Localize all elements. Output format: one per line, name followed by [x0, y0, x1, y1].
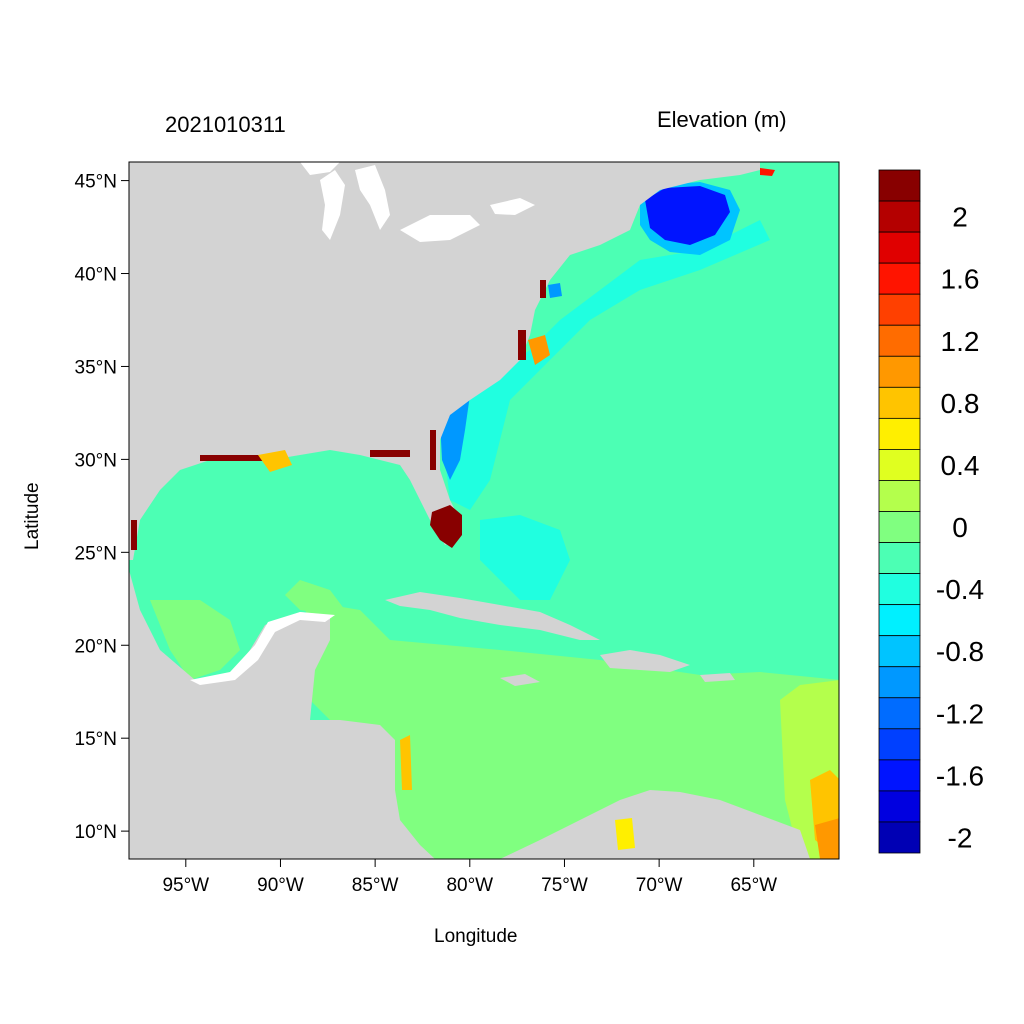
variable-label: Elevation (m): [657, 107, 787, 132]
louisiana-yellow: [258, 450, 292, 472]
colorbar-label: -0.4: [936, 574, 984, 605]
gulf-sw-patch: [150, 600, 240, 680]
caribbean-field: [300, 600, 839, 859]
yucatan-coast: [190, 612, 335, 685]
colorbar-swatch: [878, 790, 921, 823]
map-field: [129, 162, 839, 859]
colorbar-label: 2: [952, 202, 968, 233]
colorbar-swatch: [878, 200, 921, 233]
colorbar-swatch: [878, 635, 921, 668]
colorbar: 2 1.6 1.2 0.8 0.4 0 -0.4 -0.8 -1.2 -1.6 -2: [878, 169, 984, 854]
x-axis-label: Longitude: [434, 926, 518, 947]
colorbar-swatch: [878, 169, 921, 202]
colorbar-swatch: [878, 480, 921, 512]
maracaibo-yellow: [615, 818, 635, 850]
colorbar-swatch: [878, 604, 921, 637]
plot-frame: [128, 161, 840, 860]
great-lakes: [300, 162, 535, 242]
atlantic-east: [680, 350, 839, 680]
lon-tick-label: 75°W: [541, 875, 588, 896]
colorbar-swatch: [878, 386, 921, 419]
lat-tick-label: 25°N: [75, 543, 117, 564]
hatteras-orange: [528, 335, 550, 365]
lon-tick-label: 65°W: [730, 875, 777, 896]
colorbar-swatch: [878, 511, 921, 543]
colorbar-swatch: [878, 262, 921, 295]
colorbar-label: -0.8: [936, 636, 984, 667]
orinoco-orange: [815, 818, 839, 859]
colorbar-swatch: [878, 231, 921, 264]
colorbar-swatch: [878, 759, 921, 792]
colorbar-label: 0: [952, 512, 968, 543]
colorbar-swatch: [878, 821, 921, 854]
colorbar-swatch: [878, 697, 921, 730]
colorbar-swatch: [878, 542, 921, 574]
lat-tick-label: 30°N: [75, 450, 117, 471]
colorbar-swatch: [878, 449, 921, 481]
colorbar-swatch: [878, 324, 921, 357]
colorbar-label: 1.2: [941, 326, 980, 357]
colorbar-label: -1.2: [936, 698, 984, 729]
colorbar-swatch: [878, 355, 921, 388]
lat-tick-label: 10°N: [75, 822, 117, 843]
colorbar-swatch: [878, 728, 921, 761]
gulf-of-maine-core: [645, 186, 730, 245]
lat-tick-label: 15°N: [75, 729, 117, 750]
bahamas-cyan: [480, 515, 570, 600]
date-label: 2021010311: [165, 112, 286, 137]
colorbar-label: -2: [948, 822, 973, 853]
colorbar-label: 0.4: [941, 450, 980, 481]
lon-tick-label: 95°W: [162, 875, 209, 896]
colorbar-label: 1.6: [941, 264, 980, 295]
lon-tick-label: 90°W: [257, 875, 304, 896]
lon-tick-label: 85°W: [352, 875, 399, 896]
colorbar-swatch: [878, 293, 921, 326]
nicaragua-yellow: [400, 735, 412, 790]
lat-tick-label: 45°N: [75, 172, 117, 193]
axis-ticks: 95°W 90°W 85°W 80°W 75°W 70°W 65°W 45°N 40°N 35°N…: [75, 172, 778, 896]
florida-surge: [430, 505, 462, 548]
lon-tick-label: 80°W: [446, 875, 493, 896]
lat-tick-label: 40°N: [75, 265, 117, 286]
lat-tick-label: 35°N: [75, 357, 117, 378]
colorbar-label: -1.6: [936, 760, 984, 791]
land: [129, 162, 810, 859]
coastal-surge-flecks: [131, 280, 546, 550]
colorbar-swatch: [878, 666, 921, 699]
delaware-blue: [548, 283, 562, 298]
lon-tick-label: 70°W: [636, 875, 683, 896]
colorbar-swatch: [878, 417, 921, 450]
gulf-green-patch: [285, 580, 345, 615]
colorbar-swatch: [878, 573, 921, 606]
lat-tick-label: 20°N: [75, 636, 117, 657]
nova-scotia-red: [760, 168, 775, 176]
colorbar-label: 0.8: [941, 388, 980, 419]
